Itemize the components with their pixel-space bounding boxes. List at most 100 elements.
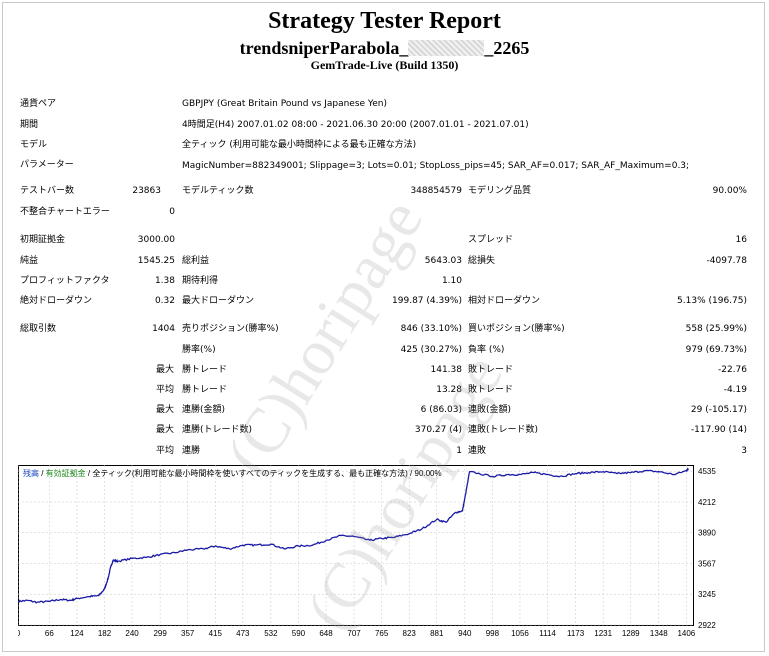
y-tick-label: 3245 — [698, 590, 716, 599]
x-tick-label: 1231 — [594, 629, 612, 638]
quality-value: 90.00% — [712, 186, 747, 196]
avg-loss-value: -4.19 — [723, 385, 747, 395]
period-label: 期間 — [20, 120, 39, 130]
pf-label: プロフィットファクタ — [20, 276, 110, 286]
lossrate-value: 979 (69.73%) — [685, 345, 747, 355]
legend-balance: 残高 — [23, 468, 39, 478]
spread-label: スプレッド — [468, 235, 514, 245]
legend-description: / 全ティック(利用可能な最小時間枠を使いすべてのティックを生成する、最も正確な… — [86, 468, 442, 478]
x-tick-label: 240 — [125, 629, 139, 638]
x-tick-label: 415 — [209, 629, 223, 638]
pair-label: 通貨ペア — [20, 99, 57, 109]
abs-dd-value: 0.32 — [154, 296, 175, 306]
deposit-label: 初期証拠金 — [20, 235, 66, 245]
x-tick-label: 1406 — [677, 629, 695, 638]
server-name: GemTrade-Live (Build 1350) — [310, 58, 459, 72]
model-value: 全ティック (利用可能な最小時間枠による最も正確な方法) — [182, 140, 417, 150]
max-dd-value: 199.87 (4.39%) — [392, 296, 462, 306]
x-tick-label: 357 — [181, 629, 195, 638]
consec-win-trades-label: 連勝(トレード数) — [182, 425, 253, 435]
spread-value: 16 — [735, 235, 747, 245]
net-label: 純益 — [20, 256, 39, 266]
max-label-1: 最大 — [156, 365, 175, 375]
balance-chart: 0 66 124 182 240 299 357 415 473 532 590 648 707 765 8… — [16, 465, 748, 640]
x-tick-label: 1173 — [567, 629, 585, 638]
winrate-value: 425 (30.27%) — [400, 345, 462, 355]
period-value: 4時間足(H4) 2007.01.02 08:00 - 2021.06.30 2… — [182, 120, 529, 130]
gross-loss-value: -4097.78 — [706, 256, 747, 266]
x-tick-label: 1114 — [539, 629, 556, 638]
payoff-label: 期待利得 — [182, 276, 219, 286]
x-tick-label: 182 — [98, 629, 112, 638]
trades-label: 総取引数 — [20, 324, 57, 334]
x-tick-label: 124 — [70, 629, 84, 638]
avg-win-label: 勝トレード — [182, 385, 228, 395]
abs-dd-label: 絶対ドローダウン — [20, 296, 93, 306]
max-label-3: 最大 — [156, 425, 175, 435]
max-dd-label: 最大ドローダウン — [182, 296, 255, 306]
x-tick-label: 881 — [430, 629, 444, 638]
plot-frame — [18, 465, 694, 626]
x-tick-label: 940 — [458, 629, 472, 638]
errors-label: 不整合チャートエラー — [20, 207, 110, 217]
gross-profit-label: 総利益 — [182, 256, 210, 266]
consec-win-money-label: 連勝(金額) — [182, 405, 226, 415]
x-tick-label: 1056 — [511, 629, 529, 638]
short-value: 846 (33.10%) — [400, 324, 462, 334]
report-title: Strategy Tester Report — [268, 8, 501, 34]
y-tick-label: 2922 — [698, 621, 716, 630]
y-tick-label: 4535 — [698, 467, 716, 476]
params-value: MagicNumber=882349001; Slippage=3; Lots=… — [182, 161, 690, 171]
y-tick-label: 4212 — [698, 498, 716, 507]
short-label: 売りポジション(勝率%) — [182, 324, 279, 334]
avg-label-2: 平均 — [156, 446, 175, 456]
gross-profit-value: 5643.03 — [424, 256, 462, 266]
net-value: 1545.25 — [137, 256, 175, 266]
gross-loss-label: 総損失 — [468, 256, 496, 266]
x-tick-label: 299 — [153, 629, 167, 638]
x-tick-label: 473 — [236, 629, 250, 638]
ea-name-prefix: trendsniperParabola_ — [239, 38, 409, 58]
trades-value: 1404 — [152, 324, 175, 334]
quality-label: モデリング品質 — [468, 186, 532, 196]
params-label: パラメーター — [20, 160, 74, 170]
x-tick-label: 1348 — [650, 629, 668, 638]
ea-name: trendsniperParabola_ _2265 — [0, 38, 769, 59]
redacted-block — [408, 40, 485, 56]
rel-dd-value: 5.13% (196.75) — [677, 296, 747, 306]
y-tick-label: 3890 — [698, 529, 716, 538]
long-value: 558 (25.99%) — [685, 324, 747, 334]
ticks-label: モデルティック数 — [182, 186, 254, 196]
max-label-2: 最大 — [156, 405, 175, 415]
ticks-value: 348854579 — [410, 186, 462, 196]
winrate-label: 勝率(%) — [182, 345, 216, 355]
chart-legend: 残高 / 有効証拠金 / 全ティック(利用可能な最小時間枠を使いすべてのティック… — [23, 468, 442, 478]
x-tick-label: 998 — [486, 629, 500, 638]
max-loss-label: 敗トレード — [468, 365, 514, 375]
x-tick-label: 823 — [403, 629, 417, 638]
deposit-value: 3000.00 — [137, 235, 175, 245]
x-tick-label: 707 — [347, 629, 361, 638]
balance-series-line — [17, 467, 689, 604]
consec-loss-money-value: 29 (-105.17) — [690, 405, 747, 415]
legend-separator: / — [39, 469, 46, 478]
model-label: モデル — [20, 140, 48, 150]
pair-value: GBPJPY (Great Britain Pound vs Japanese … — [182, 99, 387, 109]
consec-win-trades-value: 370.27 (4) — [414, 425, 462, 435]
max-win-label: 勝トレード — [182, 365, 228, 375]
consec-loss-trades-value: -117.90 (14) — [690, 425, 747, 435]
max-win-value: 141.38 — [430, 365, 463, 375]
consec-win-money-value: 6 (86.03) — [420, 405, 462, 415]
consec-loss-trades-label: 連敗(トレード数) — [468, 425, 539, 435]
avg-win-value: 13.28 — [436, 385, 462, 395]
max-loss-value: -22.76 — [717, 365, 747, 375]
y-tick-label: 3567 — [698, 559, 716, 568]
x-tick-label: 1289 — [622, 629, 640, 638]
x-tick-label: 66 — [45, 629, 54, 638]
avg-win-streak-value: 1 — [456, 446, 462, 456]
avg-win-streak-label: 連勝 — [182, 446, 201, 456]
x-tick-label: 590 — [292, 629, 306, 638]
ea-name-suffix: _2265 — [484, 38, 530, 58]
avg-loss-streak-value: 3 — [741, 446, 747, 456]
